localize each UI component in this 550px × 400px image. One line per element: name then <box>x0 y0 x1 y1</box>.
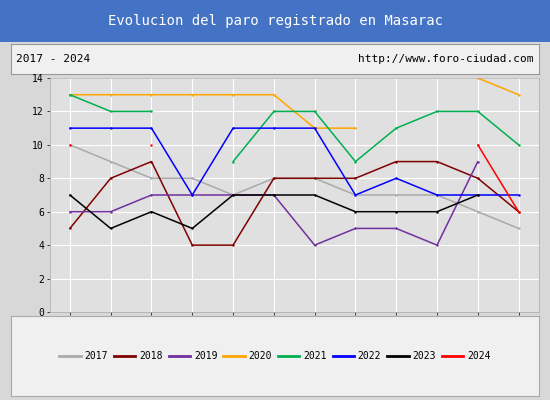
Text: Evolucion del paro registrado en Masarac: Evolucion del paro registrado en Masarac <box>107 14 443 28</box>
Legend: 2017, 2018, 2019, 2020, 2021, 2022, 2023, 2024: 2017, 2018, 2019, 2020, 2021, 2022, 2023… <box>56 347 494 365</box>
Text: 2017 - 2024: 2017 - 2024 <box>16 54 91 64</box>
Text: http://www.foro-ciudad.com: http://www.foro-ciudad.com <box>358 54 534 64</box>
